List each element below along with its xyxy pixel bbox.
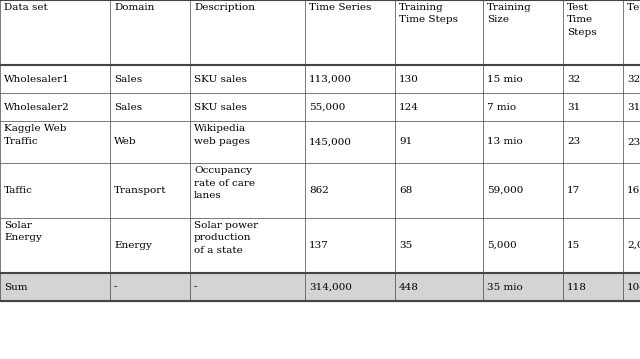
Text: Training
Time Steps: Training Time Steps [399, 3, 458, 24]
Text: 59,000: 59,000 [487, 186, 524, 195]
Text: 5,000: 5,000 [487, 241, 516, 250]
Text: 314,000: 314,000 [309, 283, 352, 292]
Text: Wholesaler1: Wholesaler1 [4, 75, 70, 84]
Text: 130: 130 [399, 75, 419, 84]
Text: Test Size: Test Size [627, 3, 640, 12]
Text: 124: 124 [399, 103, 419, 112]
Text: Time Series: Time Series [309, 3, 371, 12]
Text: 35 mio: 35 mio [487, 283, 523, 292]
Text: 17: 17 [567, 186, 580, 195]
Text: Sales: Sales [114, 103, 142, 112]
Text: Domain: Domain [114, 3, 154, 12]
Text: 7 mio: 7 mio [487, 103, 516, 112]
Text: Training
Size: Training Size [487, 3, 532, 24]
Text: 448: 448 [399, 283, 419, 292]
Text: Wholesaler2: Wholesaler2 [4, 103, 70, 112]
Text: 23: 23 [567, 137, 580, 146]
Text: 91: 91 [399, 137, 412, 146]
Text: 35: 35 [399, 241, 412, 250]
Text: 55,000: 55,000 [309, 103, 346, 112]
Text: Energy: Energy [114, 241, 152, 250]
Text: Solar power
production
of a state: Solar power production of a state [194, 221, 258, 255]
Text: -: - [194, 283, 198, 292]
Text: 15: 15 [567, 241, 580, 250]
Text: 113,000: 113,000 [309, 75, 352, 84]
Text: 23,000: 23,000 [627, 137, 640, 146]
Text: Occupancy
rate of care
lanes: Occupancy rate of care lanes [194, 166, 255, 200]
Text: 2,000: 2,000 [627, 241, 640, 250]
Text: 145,000: 145,000 [309, 137, 352, 146]
Text: 16,000: 16,000 [627, 186, 640, 195]
Text: Description: Description [194, 3, 255, 12]
Text: Sales: Sales [114, 75, 142, 84]
Text: SKU sales: SKU sales [194, 75, 247, 84]
Text: 15 mio: 15 mio [487, 75, 523, 84]
Text: 68: 68 [399, 186, 412, 195]
Text: Kaggle Web
Traffic: Kaggle Web Traffic [4, 124, 67, 145]
Text: 13 mio: 13 mio [487, 137, 523, 146]
Text: Data set: Data set [4, 3, 48, 12]
Text: Web: Web [114, 137, 136, 146]
Text: SKU sales: SKU sales [194, 103, 247, 112]
Text: 31: 31 [567, 103, 580, 112]
Text: 31,000: 31,000 [627, 103, 640, 112]
Text: -: - [114, 283, 118, 292]
Text: Transport: Transport [114, 186, 166, 195]
Bar [0, 273, 640, 301]
Text: 32: 32 [567, 75, 580, 84]
Text: 862: 862 [309, 186, 329, 195]
Text: Test
Time
Steps: Test Time Steps [567, 3, 596, 37]
Text: 137: 137 [309, 241, 329, 250]
Text: Wikipedia
web pages: Wikipedia web pages [194, 124, 250, 145]
Text: 32,000: 32,000 [627, 75, 640, 84]
Text: 104,000: 104,000 [627, 283, 640, 292]
Text: 118: 118 [567, 283, 587, 292]
Text: Sum: Sum [4, 283, 28, 292]
Text: Solar
Energy: Solar Energy [4, 221, 42, 242]
Text: Taffic: Taffic [4, 186, 33, 195]
